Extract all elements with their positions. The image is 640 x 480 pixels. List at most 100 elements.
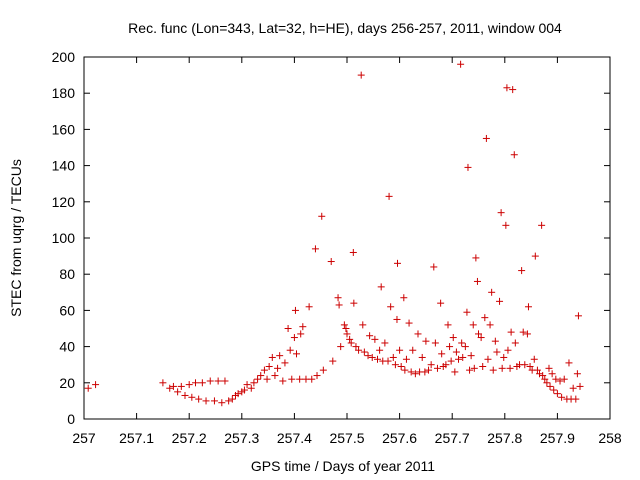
data-point <box>198 379 206 387</box>
x-tick-label: 258 <box>598 430 622 446</box>
data-point <box>431 339 439 347</box>
data-point <box>459 353 467 361</box>
data-point <box>276 352 284 360</box>
data-point <box>452 348 460 356</box>
x-tick-label: 257.6 <box>382 430 417 446</box>
data-point <box>402 355 410 363</box>
data-point <box>296 375 304 383</box>
data-point <box>192 379 200 387</box>
data-point <box>509 86 517 94</box>
data-point <box>466 366 474 374</box>
data-point <box>376 346 384 354</box>
data-point <box>366 332 374 340</box>
data-point <box>539 372 547 380</box>
data-point <box>496 297 504 305</box>
data-point <box>560 375 568 383</box>
data-point <box>556 377 564 385</box>
y-tick-label: 60 <box>59 302 75 318</box>
data-point <box>225 397 233 405</box>
data-point <box>444 321 452 329</box>
x-tick-label: 257 <box>72 430 96 446</box>
data-point <box>484 355 492 363</box>
data-point <box>548 370 556 378</box>
data-point <box>411 370 419 378</box>
data-point <box>169 382 177 390</box>
data-point <box>279 377 287 385</box>
data-point <box>335 301 343 309</box>
data-point <box>393 259 401 267</box>
data-point <box>461 343 469 351</box>
data-point <box>188 393 196 401</box>
data-point <box>381 339 389 347</box>
data-point <box>498 364 506 372</box>
data-point <box>257 372 265 380</box>
data-point <box>260 366 268 374</box>
data-point <box>202 397 210 405</box>
data-point <box>347 339 355 347</box>
data-point <box>368 353 376 361</box>
data-point <box>458 339 466 347</box>
data-point <box>530 355 538 363</box>
data-point <box>553 390 561 398</box>
plot-frame <box>83 56 611 420</box>
data-point <box>234 390 242 398</box>
data-point <box>507 328 515 336</box>
data-point <box>533 366 541 374</box>
data-point <box>409 346 417 354</box>
data-point <box>481 314 489 322</box>
data-point <box>558 393 566 401</box>
data-point <box>343 330 351 338</box>
data-point <box>352 343 360 351</box>
data-point <box>479 363 487 371</box>
data-point <box>284 325 292 332</box>
data-point <box>442 361 450 369</box>
data-point <box>359 321 367 329</box>
data-point <box>297 330 305 338</box>
x-tick-label: 257.2 <box>172 430 207 446</box>
data-point <box>493 348 501 356</box>
data-point <box>565 359 573 367</box>
data-point <box>240 386 248 394</box>
y-tick-label: 180 <box>52 85 76 101</box>
data-point <box>166 384 174 392</box>
data-point <box>521 361 529 369</box>
data-point <box>472 254 480 262</box>
data-point <box>488 288 496 296</box>
x-tick-label: 257.1 <box>119 430 154 446</box>
data-point <box>350 299 358 307</box>
data-point <box>397 363 405 371</box>
chart-title: Rec. func (Lon=343, Lat=32, h=HE), days … <box>128 20 562 36</box>
data-point <box>518 267 526 275</box>
y-tick-label: 0 <box>67 411 75 427</box>
y-tick-label: 100 <box>52 230 76 246</box>
data-point <box>503 84 511 92</box>
data-point <box>391 361 399 369</box>
data-point <box>449 334 457 342</box>
data-point <box>305 303 313 311</box>
data-point <box>185 381 193 389</box>
data-point <box>286 346 294 354</box>
data-point <box>400 294 408 302</box>
x-tick-label: 257.4 <box>277 430 312 446</box>
data-point <box>407 368 415 376</box>
data-point <box>502 221 510 229</box>
data-point <box>414 330 422 338</box>
data-point <box>396 346 404 354</box>
x-tick-label: 257.5 <box>329 430 364 446</box>
y-tick-label: 80 <box>59 266 75 282</box>
data-point <box>247 384 255 392</box>
data-point <box>425 366 433 374</box>
data-point <box>327 258 335 266</box>
data-point <box>497 209 505 217</box>
data-point <box>569 384 577 392</box>
data-point <box>524 303 532 311</box>
data-point <box>433 364 441 372</box>
data-point <box>552 375 560 383</box>
y-tick-label: 200 <box>52 49 76 65</box>
data-point <box>506 364 514 372</box>
data-point <box>451 368 459 376</box>
data-point <box>469 321 477 329</box>
data-point <box>377 283 385 291</box>
data-point <box>500 353 508 361</box>
